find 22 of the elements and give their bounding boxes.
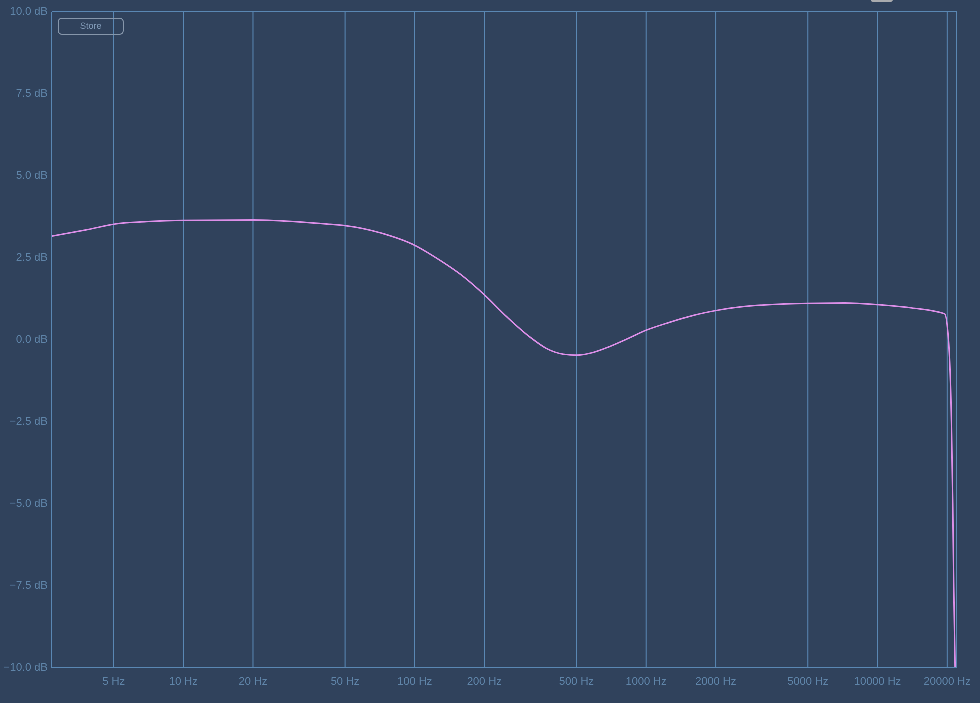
y-tick-label: 7.5 dB [16,88,48,100]
y-tick-label: 5.0 dB [16,170,48,182]
y-tick-label: 10.0 dB [10,6,48,18]
x-tick-label: 20000 Hz [924,676,971,688]
x-tick-label: 20 Hz [238,676,268,688]
x-tick-label: 1000 Hz [626,676,667,688]
x-tick-label: 500 Hz [559,676,594,688]
y-tick-label: −10.0 dB [4,662,48,674]
x-tick-label: 5 Hz [102,676,126,688]
x-tick-label: 10000 Hz [854,676,902,688]
x-tick-label: 50 Hz [330,676,360,688]
y-tick-label: −5.0 dB [10,498,48,510]
y-tick-label: −7.5 dB [10,580,48,592]
x-tick-label: 100 Hz [398,676,432,688]
x-tick-label: 10 Hz [169,676,198,688]
x-tick-label: 2000 Hz [696,676,737,688]
y-tick-label: 0.0 dB [16,334,48,346]
button: Store [58,18,124,35]
y-tick-label: 2.5 dB [16,252,48,264]
x-tick-label: 200 Hz [467,676,502,688]
y-tick-label: −2.5 dB [10,416,48,428]
x-tick-label: 5000 Hz [788,676,829,688]
